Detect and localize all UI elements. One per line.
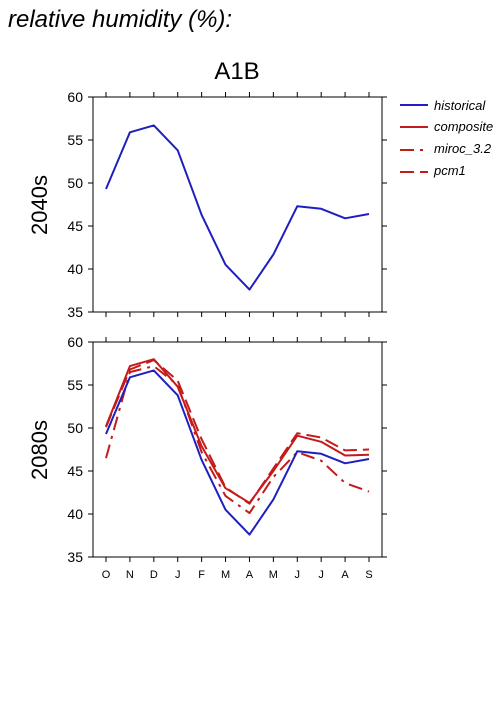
y-tick-label: 60 <box>67 89 83 105</box>
x-tick-label: N <box>126 569 134 581</box>
plot-frame <box>92 96 383 313</box>
x-tick-label: M <box>269 569 278 581</box>
legend-label: historical <box>434 98 486 113</box>
legend-label: pcm1 <box>433 163 466 178</box>
panel-label: 2080s <box>27 420 52 480</box>
series-line-historical <box>105 124 370 291</box>
y-tick-label: 40 <box>67 261 83 277</box>
x-tick-label: M <box>221 569 230 581</box>
x-tick-label: A <box>246 569 254 581</box>
x-tick-label: D <box>150 569 158 581</box>
legend-label: composite <box>434 119 493 134</box>
legend-item-historical: historical <box>400 98 486 113</box>
y-tick-label: 45 <box>67 218 83 234</box>
page-title: relative humidity (%): <box>8 6 232 33</box>
legend-label: miroc_3.2 <box>434 141 492 156</box>
scenario-title: A1B <box>214 58 259 85</box>
y-tick-label: 40 <box>67 506 83 522</box>
series-line-pcm1 <box>105 359 370 505</box>
x-tick-label: S <box>365 569 372 581</box>
plot-frame <box>92 341 383 558</box>
y-tick-label: 35 <box>67 549 83 565</box>
panel-2080s: 35 40 45 50 55 60 O N D J F M A M J J A S 2080s <box>27 334 387 581</box>
y-tick-label: 55 <box>67 132 83 148</box>
series-line-historical <box>105 369 370 536</box>
y-tick-label: 50 <box>67 420 83 436</box>
legend-item-pcm1: pcm1 <box>400 163 466 178</box>
series-line-composite <box>105 358 370 504</box>
x-tick-label: J <box>318 569 324 581</box>
legend-item-composite: composite <box>400 119 493 134</box>
y-tick-label: 60 <box>67 334 83 350</box>
y-tick-label: 50 <box>67 175 83 191</box>
series-line-miroc-3-2 <box>105 365 370 515</box>
legend-item-miroc: miroc_3.2 <box>400 141 492 156</box>
x-tick-label: O <box>102 569 111 581</box>
panel-label: 2040s <box>27 175 52 235</box>
panel-2040s: 35 40 45 50 55 60 2040s <box>27 89 387 320</box>
y-tick-label: 45 <box>67 463 83 479</box>
y-tick-label: 55 <box>67 377 83 393</box>
legend: historical composite miroc_3.2 pcm1 <box>400 98 493 178</box>
x-tick-label: J <box>175 569 181 581</box>
x-tick-label: J <box>295 569 301 581</box>
x-tick-label: F <box>198 569 205 581</box>
x-tick-label: A <box>341 569 349 581</box>
y-tick-label: 35 <box>67 304 83 320</box>
chart-panels: 35 40 45 50 55 60 2040s 35 40 45 50 55 60 O N D J F M A M J J A… <box>27 89 387 581</box>
